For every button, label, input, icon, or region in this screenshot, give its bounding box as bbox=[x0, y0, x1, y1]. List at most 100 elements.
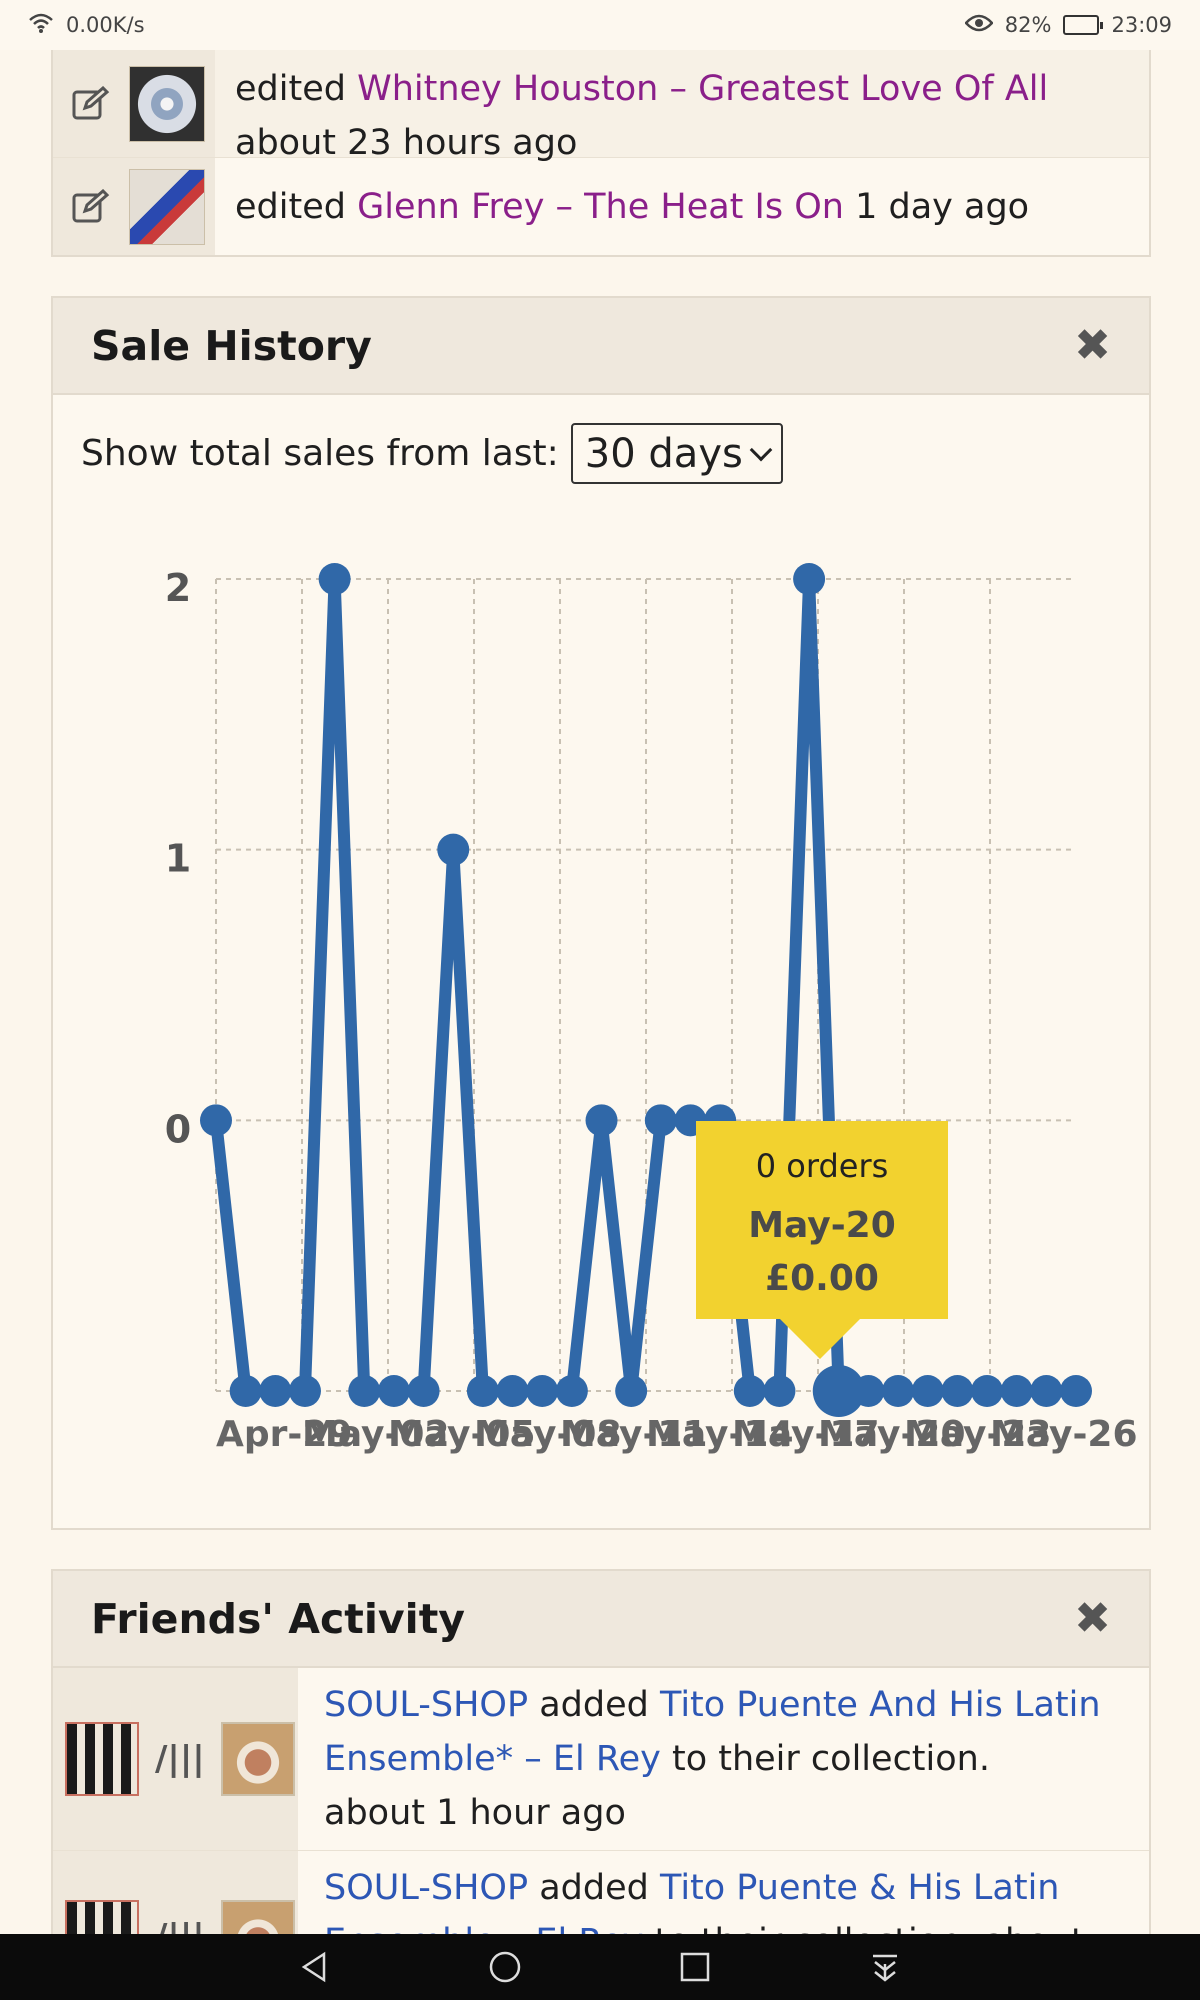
activity-item-icons bbox=[53, 50, 215, 157]
edit-icon bbox=[71, 187, 111, 227]
user-avatar[interactable] bbox=[65, 1722, 139, 1796]
chart-tooltip: 0 orders May-20 £0.00 bbox=[696, 1121, 948, 1319]
edit-icon bbox=[71, 84, 111, 124]
tooltip-arrow bbox=[780, 1319, 860, 1359]
recent-activity-list: edited Whitney Houston – Greatest Love O… bbox=[51, 50, 1151, 257]
recents-icon[interactable] bbox=[670, 1942, 720, 1992]
data-point bbox=[763, 1375, 796, 1407]
status-left: 0.00K/s bbox=[28, 12, 145, 39]
panel-title: Sale History bbox=[91, 321, 372, 370]
release-link[interactable]: Glenn Frey – The Heat Is On bbox=[357, 186, 844, 227]
x-tick-label: May-02 bbox=[302, 1414, 450, 1455]
sale-history-header: Sale History ✖ bbox=[53, 298, 1149, 395]
data-point bbox=[793, 563, 826, 595]
data-point bbox=[1060, 1375, 1092, 1407]
data-point bbox=[348, 1375, 381, 1407]
back-icon[interactable] bbox=[290, 1942, 340, 1992]
activity-action: edited bbox=[235, 186, 346, 227]
x-tick-label: May-23 bbox=[904, 1414, 1052, 1455]
activity-item: edited Whitney Houston – Greatest Love O… bbox=[53, 50, 1149, 163]
y-tick-label: 0 bbox=[165, 1107, 191, 1151]
release-link[interactable]: Tito Puente And His Latin Ensemble* – El… bbox=[324, 1685, 1101, 1779]
range-selected-value: 30 days bbox=[584, 430, 743, 477]
activity-time: about 1 hour ago bbox=[324, 1793, 626, 1833]
friend-activity-icons: /||| bbox=[53, 1668, 298, 1850]
friends-activity-header: Friends' Activity ✖ bbox=[53, 1571, 1149, 1668]
data-point bbox=[1030, 1375, 1063, 1407]
release-thumbnail[interactable] bbox=[129, 65, 205, 142]
wifi-icon bbox=[28, 12, 54, 39]
range-row: Show total sales from last: 30 days bbox=[53, 395, 1149, 484]
network-speed: 0.00K/s bbox=[66, 13, 145, 37]
close-icon[interactable]: ✖ bbox=[1074, 1593, 1111, 1644]
data-point-highlighted bbox=[812, 1365, 865, 1417]
data-point bbox=[318, 563, 351, 595]
data-point bbox=[615, 1375, 648, 1407]
eye-icon bbox=[964, 13, 994, 38]
data-point bbox=[733, 1375, 766, 1407]
sales-chart: 012Apr-29May-02May-05May-08May-11May-14M… bbox=[165, 563, 1138, 1455]
battery-icon bbox=[1063, 15, 1104, 35]
x-tick-label: May-14 bbox=[646, 1414, 794, 1455]
activity-time: about 23 hours ago bbox=[235, 123, 578, 163]
data-point bbox=[526, 1375, 559, 1407]
collection-icon: /||| bbox=[155, 1739, 205, 1779]
data-point bbox=[200, 1104, 232, 1137]
data-point bbox=[555, 1375, 588, 1407]
data-point bbox=[437, 833, 470, 866]
tooltip-amount: £0.00 bbox=[765, 1258, 879, 1299]
release-thumbnail[interactable] bbox=[220, 1722, 295, 1796]
activity-item: edited Glenn Frey – The Heat Is On 1 day… bbox=[53, 158, 1149, 255]
activity-item-text: edited Glenn Frey – The Heat Is On 1 day… bbox=[215, 158, 1149, 255]
data-point bbox=[407, 1375, 440, 1407]
data-point bbox=[496, 1375, 529, 1407]
release-link[interactable]: Whitney Houston – Greatest Love Of All bbox=[357, 69, 1049, 109]
activity-time: 1 day ago bbox=[855, 186, 1030, 227]
data-point bbox=[882, 1375, 915, 1407]
status-right: 82% 23:09 bbox=[964, 13, 1172, 38]
x-tick-label: May-08 bbox=[474, 1414, 622, 1455]
y-tick-label: 2 bbox=[165, 566, 191, 610]
data-point bbox=[971, 1375, 1004, 1407]
friend-activity-item: /||| SOUL-SHOP added Tito Puente & His L… bbox=[53, 1851, 1149, 1947]
data-point bbox=[941, 1375, 974, 1407]
range-label: Show total sales from last: bbox=[81, 433, 559, 474]
x-tick-label: May-20 bbox=[818, 1414, 966, 1455]
notification-pull-icon[interactable] bbox=[860, 1942, 910, 1992]
data-point bbox=[1000, 1375, 1033, 1407]
data-point bbox=[644, 1104, 677, 1137]
data-point bbox=[585, 1104, 618, 1137]
tooltip-date: May-20 bbox=[748, 1205, 896, 1246]
activity-action: added bbox=[539, 1868, 649, 1908]
friend-activity-text: SOUL-SHOP added Tito Puente And His Lati… bbox=[298, 1668, 1149, 1850]
clock: 23:09 bbox=[1111, 13, 1172, 37]
activity-action: edited bbox=[235, 69, 346, 109]
range-select[interactable]: 30 days bbox=[570, 423, 783, 484]
friends-activity-panel: Friends' Activity ✖ /||| SOUL-SHOP added… bbox=[51, 1569, 1151, 1949]
release-thumbnail[interactable] bbox=[129, 168, 205, 245]
panel-title: Friends' Activity bbox=[91, 1594, 466, 1643]
tooltip-orders: 0 orders bbox=[755, 1147, 889, 1185]
user-link[interactable]: SOUL-SHOP bbox=[324, 1685, 529, 1725]
data-point bbox=[466, 1375, 499, 1407]
home-icon[interactable] bbox=[480, 1942, 530, 1992]
data-point bbox=[377, 1375, 410, 1407]
x-tick-label: May-11 bbox=[560, 1414, 708, 1455]
close-icon[interactable]: ✖ bbox=[1074, 320, 1111, 371]
friend-activity-item: /||| SOUL-SHOP added Tito Puente And His… bbox=[53, 1668, 1149, 1851]
data-point bbox=[259, 1375, 292, 1407]
x-tick-label: May-17 bbox=[732, 1414, 880, 1455]
x-tick-label: May-26 bbox=[990, 1414, 1138, 1455]
activity-action: added bbox=[539, 1685, 649, 1725]
battery-percent: 82% bbox=[1004, 13, 1052, 37]
x-tick-label: Apr-29 bbox=[216, 1414, 352, 1455]
system-nav-bar bbox=[0, 1934, 1200, 2000]
user-link[interactable]: SOUL-SHOP bbox=[324, 1868, 529, 1908]
x-tick-label: May-05 bbox=[388, 1414, 536, 1455]
y-tick-label: 1 bbox=[165, 837, 191, 881]
data-point bbox=[911, 1375, 944, 1407]
status-bar: 0.00K/s 82% 23:09 bbox=[0, 0, 1200, 50]
activity-suffix: to their collection. bbox=[671, 1739, 990, 1779]
activity-item-text: edited Whitney Houston – Greatest Love O… bbox=[215, 50, 1149, 163]
data-point bbox=[288, 1375, 321, 1407]
